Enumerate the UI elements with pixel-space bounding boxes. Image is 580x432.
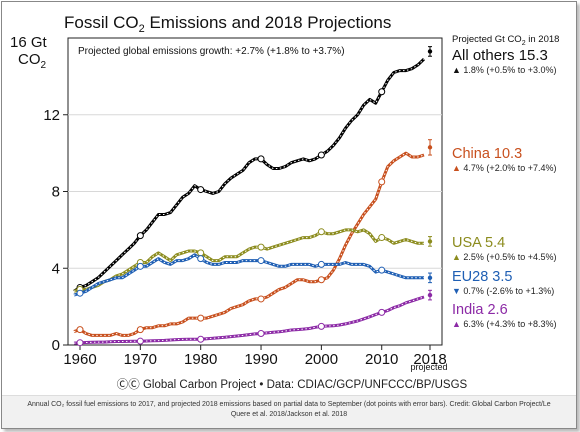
series-china <box>73 139 433 337</box>
marker-eu28-1970 <box>136 262 144 270</box>
legend-arrow-india: ▲ <box>452 319 463 329</box>
marker-india-2010 <box>378 308 386 316</box>
projected-point-china <box>427 145 433 150</box>
title-rest: Emissions and 2018 Projections <box>145 13 392 32</box>
legend-arrow-china: ▲ <box>452 163 463 173</box>
footer-data: Data: CDIAC/GCP/UNFCCC/BP/USGS <box>267 379 468 391</box>
marker-all-others-2010 <box>378 88 386 96</box>
title-main: Fossil CO <box>64 13 139 32</box>
marker-eu28-1980 <box>197 255 205 263</box>
line-eu28 <box>73 253 424 297</box>
xtick-label-1980: 1980 <box>184 351 217 368</box>
marker-china-2000 <box>317 276 325 284</box>
series-lines <box>73 46 433 347</box>
legend-arrow-eu28: ▼ <box>452 286 463 296</box>
marker-china-1970 <box>136 326 144 334</box>
marker-all-others-1970 <box>136 232 144 240</box>
line-china <box>73 151 425 337</box>
marker-eu28-1960 <box>76 289 84 297</box>
footer-source: Global Carbon Project <box>143 379 257 391</box>
xtick-label-1970: 1970 <box>124 351 157 368</box>
xtick-label-1960: 1960 <box>63 351 96 368</box>
legend-header: Projected Gt CO2 in 2018 <box>452 34 559 47</box>
emissions-chart: Fossil CO2 Emissions and 2018 Projection… <box>10 13 559 391</box>
projected-label: projected <box>410 362 447 372</box>
marker-all-others-1980 <box>197 186 205 194</box>
cc-logos: ⒸⒸ <box>117 378 140 391</box>
marker-india-1980 <box>197 335 205 343</box>
footer-bullet: • <box>259 379 263 391</box>
title-subscript: 2 <box>139 23 145 35</box>
marker-eu28-2000 <box>317 260 325 268</box>
ytick-label-8: 8 <box>52 184 60 201</box>
y-axis-label-line1: 16 Gt <box>10 34 48 51</box>
projected-point-all-others <box>427 49 433 54</box>
legend-arrow-all-others: ▲ <box>452 65 463 75</box>
footer-credit: ⒸⒸ Global Carbon Project • Data: CDIAC/G… <box>117 378 468 391</box>
legend-name-all-others: All others 15.3 <box>452 47 548 64</box>
projected-point-usa <box>427 239 433 244</box>
chart-subtitle: Projected global emissions growth: +2.7%… <box>78 46 345 57</box>
legend-arrow-usa: ▲ <box>452 252 463 262</box>
xtick-label-2000: 2000 <box>305 351 338 368</box>
marker-usa-1990 <box>257 243 265 251</box>
marker-india-1970 <box>136 337 144 345</box>
marker-usa-2010 <box>378 234 386 242</box>
y-axis-label-line2: CO2 <box>18 51 47 71</box>
marker-all-others-1990 <box>257 155 265 163</box>
legend-growth-eu28: ▼ 0.7% (-2.6% to +1.3%) <box>452 286 554 296</box>
legend-name-eu28: EU28 3.5 <box>452 269 512 285</box>
line-dots-all-others <box>73 58 425 292</box>
line-all-others <box>73 58 426 293</box>
projected-point-eu28 <box>427 275 433 281</box>
xtick-label-1990: 1990 <box>244 351 277 368</box>
legend-name-india: India 2.6 <box>452 302 508 318</box>
legend-name-china: China 10.3 <box>452 146 522 162</box>
legend-growth-all-others: ▲ 1.8% (+0.5% to +3.0%) <box>452 65 556 75</box>
marker-china-1990 <box>257 295 265 303</box>
xtick-label-2010: 2010 <box>365 351 398 368</box>
x-tick-labels: 1960 1970 1980 1990 2000 2010 2018 <box>63 345 447 368</box>
y-tick-labels: 0 4 8 12 <box>43 107 68 354</box>
marker-usa-1980 <box>197 249 205 257</box>
marker-china-2010 <box>378 178 386 186</box>
marker-all-others-2000 <box>317 151 325 159</box>
marker-india-2000 <box>317 322 325 330</box>
marker-usa-2000 <box>317 228 325 236</box>
ytick-label-4: 4 <box>52 260 60 277</box>
marker-china-1980 <box>197 314 205 322</box>
xtick-label-2018: 2018 <box>413 351 446 368</box>
series-india <box>73 289 433 347</box>
legend-name-usa: USA 5.4 <box>452 235 505 251</box>
series-eu28 <box>73 253 433 297</box>
ytick-label-12: 12 <box>43 107 60 124</box>
line-dots-india <box>73 296 425 344</box>
marker-china-1960 <box>76 326 84 334</box>
legend-growth-india: ▲ 6.3% (+4.3% to +8.3%) <box>452 319 556 329</box>
line-dots-usa <box>73 229 424 292</box>
line-dots-china <box>73 152 425 336</box>
figure-caption: Annual CO₂ fossil fuel emissions to 2017… <box>2 395 576 428</box>
marker-india-1990 <box>257 329 265 337</box>
legend-growth-usa: ▲ 2.5% (+0.5% to +4.5%) <box>452 252 556 262</box>
caption-line2: Quere et al. 2018/Jackson et al. 2018 <box>230 411 348 418</box>
ytick-label-0: 0 <box>52 337 60 354</box>
legend: All others 15.3▲ 1.8% (+0.5% to +3.0%) Ch… <box>452 47 556 329</box>
projected-point-india <box>427 292 433 298</box>
marker-eu28-2010 <box>378 266 386 274</box>
caption-line1: Annual CO₂ fossil fuel emissions to 2017… <box>27 401 551 408</box>
legend-growth-china: ▲ 4.7% (+2.0% to +7.4%) <box>452 163 556 173</box>
chart-title: Fossil CO2 Emissions and 2018 Projection… <box>64 13 391 35</box>
grid-lines <box>68 114 442 269</box>
marker-eu28-1990 <box>257 257 265 265</box>
marker-india-1960 <box>76 339 84 347</box>
series-all-others <box>73 46 433 293</box>
